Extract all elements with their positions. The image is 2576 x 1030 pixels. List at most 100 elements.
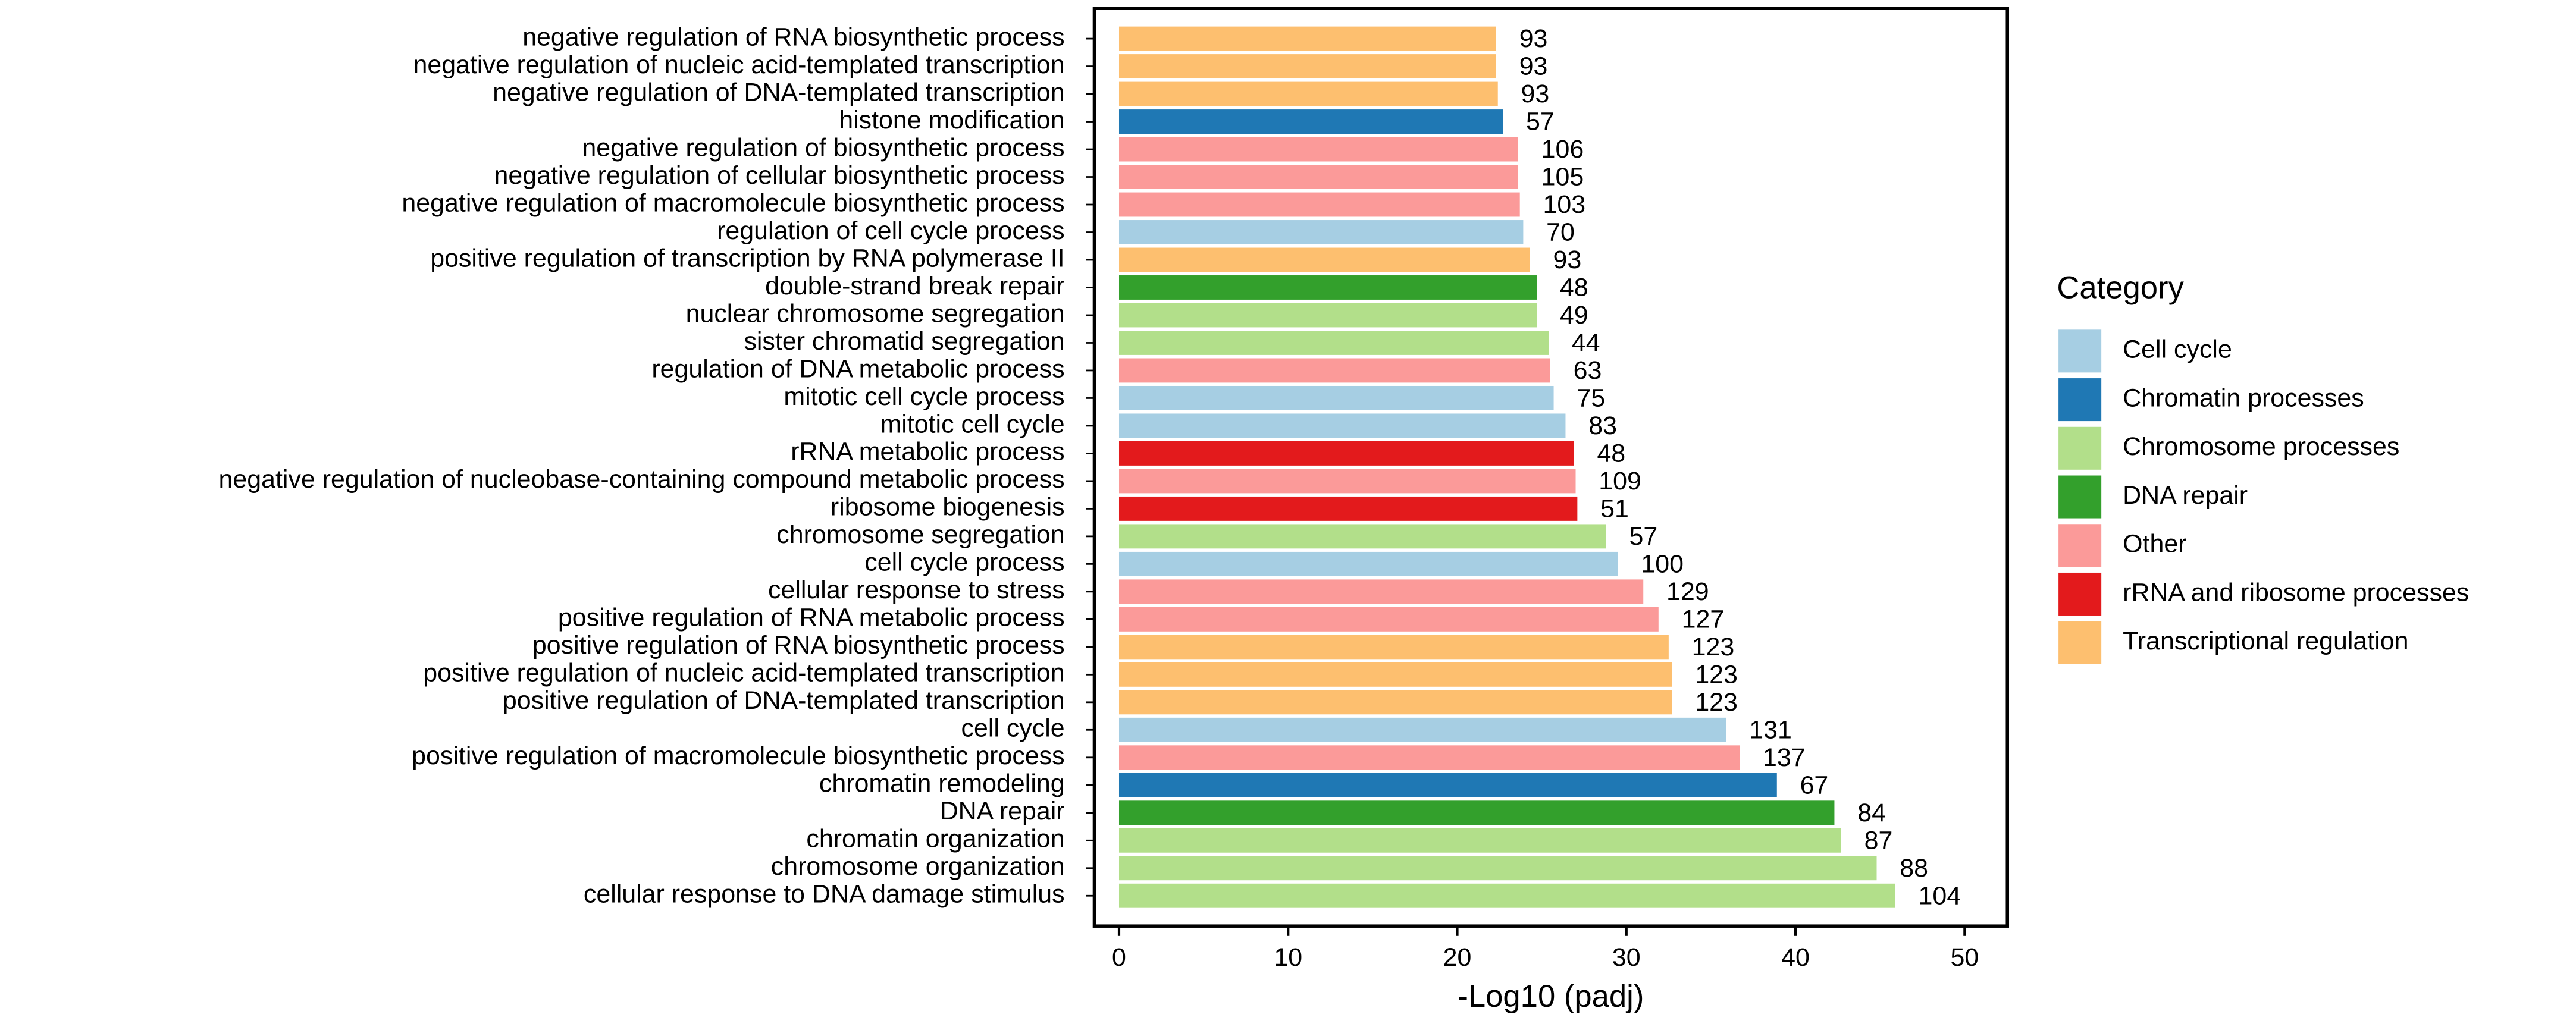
y-tick-label: positive regulation of nucleic acid-temp… xyxy=(423,659,1064,687)
count-label: 93 xyxy=(1553,246,1582,274)
count-label: 123 xyxy=(1695,688,1738,717)
plot-frame xyxy=(1092,7,2010,928)
bar xyxy=(1118,469,1576,494)
bar xyxy=(1118,883,1895,908)
count-label: 48 xyxy=(1560,274,1588,302)
x-tick-label: 0 xyxy=(1112,943,1126,972)
bar xyxy=(1118,220,1524,244)
y-tick-label: cellular response to DNA damage stimulus xyxy=(584,880,1065,909)
y-tick-label: positive regulation of transcription by … xyxy=(430,244,1064,272)
count-label: 123 xyxy=(1695,660,1738,689)
count-label: 93 xyxy=(1519,24,1548,53)
count-label: 57 xyxy=(1629,522,1657,551)
legend-label: Chromosome processes xyxy=(2123,432,2399,461)
x-tick-label: 10 xyxy=(1274,943,1302,972)
count-label: 131 xyxy=(1749,715,1792,744)
count-label: 70 xyxy=(1546,218,1575,247)
y-tick-label: negative regulation of nucleic acid-temp… xyxy=(413,51,1064,79)
y-tick-label: chromatin remodeling xyxy=(819,770,1065,798)
bar xyxy=(1118,303,1537,328)
bar xyxy=(1118,800,1835,825)
bar xyxy=(1118,441,1574,466)
x-tick-label: 30 xyxy=(1612,943,1641,972)
legend-label: Chromatin processes xyxy=(2123,384,2364,412)
y-tick-label: positive regulation of macromolecule bio… xyxy=(412,742,1064,770)
y-tick-label: cell cycle xyxy=(961,714,1064,743)
bar xyxy=(1118,81,1498,106)
count-label: 104 xyxy=(1919,881,1961,910)
x-axis-title: -Log10 (padj) xyxy=(1458,979,1644,1014)
count-label: 93 xyxy=(1519,52,1548,81)
count-label: 57 xyxy=(1526,108,1555,136)
count-label: 88 xyxy=(1900,854,1928,883)
y-tick-label: cell cycle process xyxy=(864,548,1064,577)
count-label: 103 xyxy=(1543,190,1585,219)
y-tick-label: chromatin organization xyxy=(806,825,1064,853)
legend-label: Other xyxy=(2123,530,2186,558)
y-tick-label: negative regulation of cellular biosynth… xyxy=(494,161,1064,190)
y-tick-label: rRNA metabolic process xyxy=(791,438,1064,466)
bar xyxy=(1118,717,1726,742)
legend-label: DNA repair xyxy=(2123,481,2248,510)
y-tick-label: negative regulation of DNA-templated tra… xyxy=(493,78,1064,106)
bar xyxy=(1118,137,1518,162)
legend-swatch xyxy=(2058,329,2102,373)
legend-label: Cell cycle xyxy=(2123,335,2232,364)
bar xyxy=(1118,772,1777,797)
y-tick-label: mitotic cell cycle process xyxy=(784,382,1064,411)
legend-swatch xyxy=(2058,524,2102,567)
bar xyxy=(1118,109,1503,134)
y-tick-label: chromosome organization xyxy=(771,852,1065,881)
legend-label: rRNA and ribosome processes xyxy=(2123,578,2469,607)
bar xyxy=(1118,496,1578,521)
bar xyxy=(1118,662,1672,687)
x-tick-label: 20 xyxy=(1443,943,1472,972)
y-tick-label: positive regulation of RNA metabolic pro… xyxy=(558,604,1065,632)
legend-title: Category xyxy=(2057,271,2184,306)
bar xyxy=(1118,275,1537,300)
y-tick-label: chromosome segregation xyxy=(776,520,1064,549)
count-label: 123 xyxy=(1692,633,1735,661)
bar xyxy=(1118,607,1659,632)
legend-swatch xyxy=(2058,426,2102,470)
legend-swatch xyxy=(2058,378,2102,422)
count-label: 83 xyxy=(1588,412,1617,440)
y-tick-label: regulation of cell cycle process xyxy=(717,216,1065,245)
count-label: 44 xyxy=(1572,329,1600,357)
bar xyxy=(1118,26,1496,51)
count-label: 137 xyxy=(1763,743,1806,772)
y-tick-label: cellular response to stress xyxy=(768,576,1065,604)
y-tick-label: negative regulation of macromolecule bio… xyxy=(402,189,1064,217)
bar xyxy=(1118,165,1518,189)
y-tick-label: DNA repair xyxy=(940,797,1065,825)
count-label: 109 xyxy=(1599,467,1641,495)
bar xyxy=(1118,828,1841,853)
bar xyxy=(1118,551,1618,576)
bar xyxy=(1118,635,1669,660)
count-label: 51 xyxy=(1600,495,1629,523)
y-tick-label: negative regulation of RNA biosynthetic … xyxy=(522,23,1064,51)
bar xyxy=(1118,745,1740,770)
count-label: 48 xyxy=(1597,439,1625,468)
bar xyxy=(1118,192,1520,217)
bar xyxy=(1118,358,1550,383)
bar xyxy=(1118,247,1530,272)
count-label: 93 xyxy=(1521,80,1550,108)
count-label: 100 xyxy=(1641,549,1684,578)
count-label: 127 xyxy=(1682,605,1725,633)
bar xyxy=(1118,413,1566,438)
x-tick-label: 50 xyxy=(1950,943,1979,972)
count-label: 67 xyxy=(1800,771,1829,799)
y-tick-label: positive regulation of DNA-templated tra… xyxy=(503,686,1065,715)
x-tick-label: 40 xyxy=(1781,943,1810,972)
count-label: 63 xyxy=(1574,356,1602,385)
count-label: 129 xyxy=(1666,577,1709,606)
bar xyxy=(1118,579,1644,604)
count-label: 106 xyxy=(1541,135,1584,164)
y-tick-label: positive regulation of RNA biosynthetic … xyxy=(532,631,1065,660)
count-label: 87 xyxy=(1864,826,1893,855)
count-label: 75 xyxy=(1577,384,1605,413)
bar xyxy=(1118,331,1549,355)
y-tick-label: nuclear chromosome segregation xyxy=(686,299,1065,328)
bar xyxy=(1118,524,1606,549)
